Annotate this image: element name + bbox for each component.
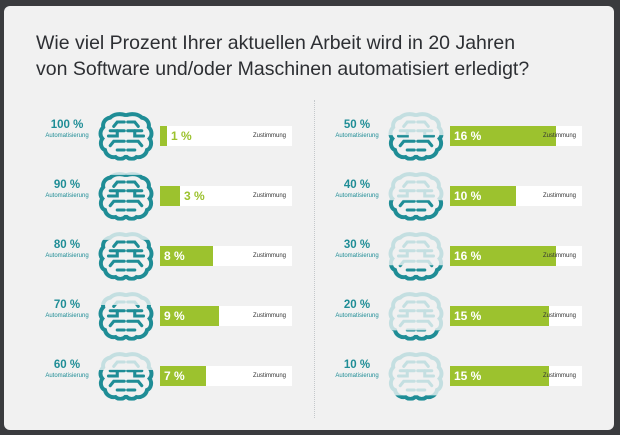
automation-level: 60 % Automatisierung	[36, 358, 98, 380]
brain-icon	[388, 172, 444, 221]
bar-category-label: Zustimmung	[542, 193, 576, 199]
automation-level-value: 40 %	[343, 179, 371, 191]
automation-level-label: Automatisierung	[45, 253, 89, 259]
automation-level-label: Automatisierung	[335, 253, 379, 259]
automation-level-label: Automatisierung	[335, 193, 379, 199]
bar-track: 8 % Zustimmung	[160, 246, 292, 266]
bar-track: 10 % Zustimmung	[450, 186, 582, 206]
bar-value-label: 9 %	[164, 309, 185, 323]
chart-row: 10 % Automatisierung 15 % Zustimmung	[326, 352, 596, 401]
bar-value-label: 1 %	[171, 129, 192, 143]
automation-level: 40 % Automatisierung	[326, 178, 388, 200]
brain-icon	[388, 352, 444, 401]
chart-row: 30 % Automatisierung 16 % Zustimmung	[326, 232, 596, 281]
bar-category-label: Zustimmung	[252, 193, 286, 199]
bar	[160, 126, 167, 146]
brain-icon	[388, 292, 444, 341]
automation-level: 90 % Automatisierung	[36, 178, 98, 200]
brain-icon	[98, 232, 154, 281]
bar-value-label: 16 %	[454, 129, 482, 143]
bar-category-label: Zustimmung	[252, 253, 286, 259]
bar-category-label: Zustimmung	[542, 313, 576, 319]
automation-level-label: Automatisierung	[45, 373, 89, 379]
chart-row: 100 % Automatisierung 1 % Zustimmung	[36, 112, 306, 161]
bar	[160, 306, 219, 326]
bar	[160, 186, 180, 206]
automation-level: 10 % Automatisierung	[326, 358, 388, 380]
brain-icon	[98, 172, 154, 221]
bar-category-label: Zustimmung	[252, 373, 286, 379]
chart-row: 90 % Automatisierung 3 % Zustimmung	[36, 172, 306, 221]
bar	[160, 366, 206, 386]
chart-row: 50 % Automatisierung 16 % Zustimmung	[326, 112, 596, 161]
bar-track: 1 % Zustimmung	[160, 126, 292, 146]
chart-title-line-1: Wie viel Prozent Ihrer aktuellen Arbeit …	[36, 32, 516, 54]
bar-value-label: 8 %	[164, 249, 185, 263]
automation-level-value: 100 %	[50, 119, 84, 131]
automation-level: 70 % Automatisierung	[36, 298, 98, 320]
bar-value-label: 15 %	[454, 369, 482, 383]
automation-level-label: Automatisierung	[45, 193, 89, 199]
bar-track: 16 % Zustimmung	[450, 246, 582, 266]
chart-title: Wie viel Prozent Ihrer aktuellen Arbeit …	[36, 30, 596, 82]
bar-value-label: 10 %	[454, 189, 482, 203]
chart-row: 70 % Automatisierung 9 % Zustimmung	[36, 292, 306, 341]
bar	[450, 366, 549, 386]
chart-row: 20 % Automatisierung 15 % Zustimmung	[326, 292, 596, 341]
chart-row: 40 % Automatisierung 10 % Zustimmung	[326, 172, 596, 221]
bar-value-label: 15 %	[454, 309, 482, 323]
automation-level-label: Automatisierung	[335, 313, 379, 319]
automation-level: 20 % Automatisierung	[326, 298, 388, 320]
bar-track: 15 % Zustimmung	[450, 306, 582, 326]
brain-icon	[388, 232, 444, 281]
automation-level: 50 % Automatisierung	[326, 118, 388, 140]
bar-value-label: 7 %	[164, 369, 185, 383]
automation-level-value: 90 %	[53, 179, 81, 191]
brain-icon	[388, 112, 444, 161]
chart-row: 60 % Automatisierung 7 % Zustimmung	[36, 352, 306, 401]
bar	[450, 186, 516, 206]
automation-level-label: Automatisierung	[45, 313, 89, 319]
brain-icon	[98, 352, 154, 401]
bar-category-label: Zustimmung	[542, 253, 576, 259]
bar-category-label: Zustimmung	[252, 313, 286, 319]
automation-level-value: 20 %	[343, 299, 371, 311]
automation-level-label: Automatisierung	[335, 133, 379, 139]
bar-track: 3 % Zustimmung	[160, 186, 292, 206]
bar	[450, 126, 556, 146]
bar-track: 9 % Zustimmung	[160, 306, 292, 326]
automation-level-value: 80 %	[53, 239, 81, 251]
automation-level: 100 % Automatisierung	[36, 118, 98, 140]
bar-value-label: 3 %	[184, 189, 205, 203]
automation-level-value: 50 %	[343, 119, 371, 131]
automation-level: 30 % Automatisierung	[326, 238, 388, 260]
bar-track: 16 % Zustimmung	[450, 126, 582, 146]
bar-value-label: 16 %	[454, 249, 482, 263]
automation-level-value: 60 %	[53, 359, 81, 371]
bar	[450, 306, 549, 326]
bar-track: 7 % Zustimmung	[160, 366, 292, 386]
chart-row: 80 % Automatisierung 8 % Zustimmung	[36, 232, 306, 281]
automation-level: 80 % Automatisierung	[36, 238, 98, 260]
brain-icon	[98, 292, 154, 341]
chart-title-line-2: von Software und/oder Maschinen automati…	[36, 58, 530, 80]
bar	[450, 246, 556, 266]
automation-level-value: 30 %	[343, 239, 371, 251]
bar-category-label: Zustimmung	[542, 373, 576, 379]
bar-category-label: Zustimmung	[542, 133, 576, 139]
brain-icon	[98, 112, 154, 161]
column-divider	[314, 100, 315, 418]
bar-track: 15 % Zustimmung	[450, 366, 582, 386]
bar	[160, 246, 213, 266]
automation-level-label: Automatisierung	[335, 373, 379, 379]
bar-category-label: Zustimmung	[252, 133, 286, 139]
automation-level-label: Automatisierung	[45, 133, 89, 139]
automation-level-value: 70 %	[53, 299, 81, 311]
automation-level-value: 10 %	[343, 359, 371, 371]
